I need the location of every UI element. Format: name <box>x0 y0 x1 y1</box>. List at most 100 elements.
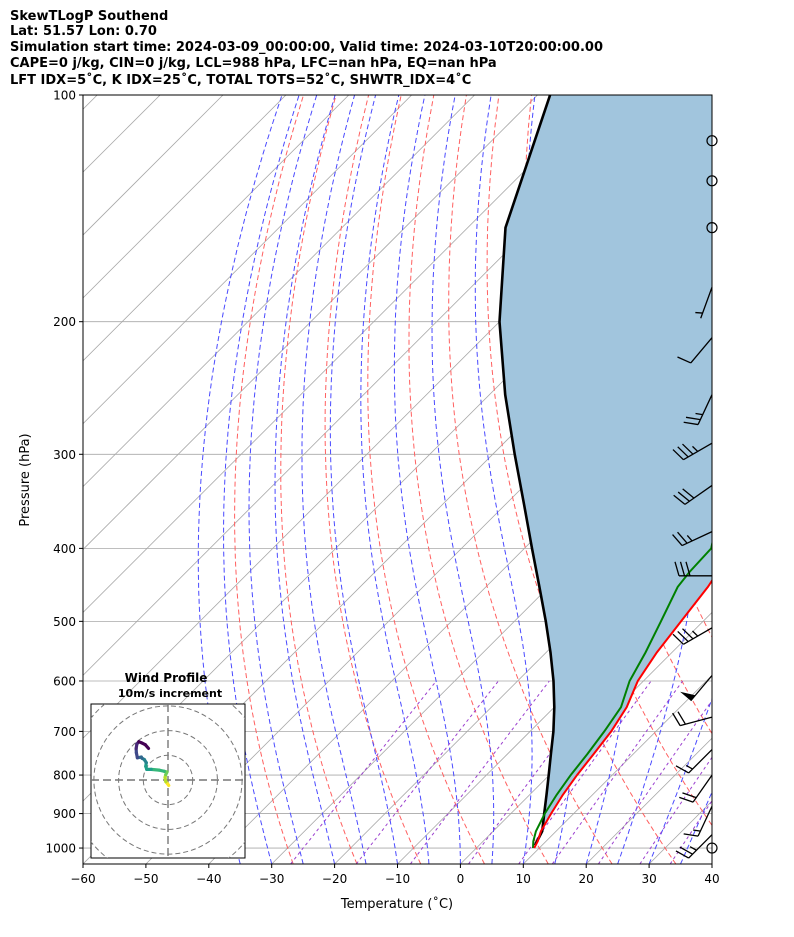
dry-adiabat-line <box>408 95 549 864</box>
barb-full-flag <box>677 356 692 364</box>
wind-barb <box>672 442 713 461</box>
wind-barb <box>680 675 713 702</box>
barb-full-flag <box>677 711 686 725</box>
chart-title-cape: CAPE=0 j/kg, CIN=0 j/kg, LCL=988 hPa, LF… <box>10 56 497 71</box>
calm-wind-circle <box>706 842 718 854</box>
dry-adiabat-line <box>234 95 304 864</box>
isotherm-line <box>83 95 287 299</box>
x-tick-label: −50 <box>133 872 158 886</box>
moist-adiabat-line <box>329 95 398 864</box>
isotherm-line <box>83 95 412 425</box>
mixing-ratio-line <box>518 680 652 864</box>
barb-full-flag <box>679 796 694 803</box>
barb-full-flag <box>675 850 689 859</box>
x-tick-label: 0 <box>457 872 465 886</box>
wind-barb <box>672 531 713 547</box>
barb-pennant <box>680 691 696 701</box>
wind-barb <box>675 834 713 859</box>
y-tick-label: 1000 <box>45 842 76 856</box>
moist-adiabat-line <box>680 790 712 864</box>
x-tick-label: 10 <box>516 872 531 886</box>
x-tick-label: 30 <box>641 872 656 886</box>
wind-barb <box>706 175 718 187</box>
y-axis-label: Pressure (hPa) <box>18 433 33 526</box>
moist-adiabat-line <box>274 95 336 864</box>
barb-full-flag <box>672 633 684 645</box>
barb-full-flag <box>682 792 697 799</box>
barb-full-flag <box>679 846 693 855</box>
dry-adiabat-line <box>727 95 794 864</box>
x-axis-label: Temperature (˚C) <box>340 896 453 912</box>
isotherm-line <box>523 674 712 864</box>
moist-adiabat-line <box>431 95 495 864</box>
x-tick-label: −40 <box>196 872 221 886</box>
moist-adiabat-line <box>648 697 712 864</box>
chart-title-indices: LFT IDX=5˚C, K IDX=25˚C, TOTAL TOTS=52˚C… <box>10 73 472 88</box>
hodograph-plot <box>91 704 245 858</box>
skewt-plot-area <box>83 95 794 864</box>
barb-full-flag <box>675 765 689 774</box>
barb-half-flag <box>685 764 693 770</box>
barb-full-flag <box>683 421 699 426</box>
moist-adiabat-line <box>617 95 699 864</box>
y-tick-label: 200 <box>53 315 76 329</box>
chart-title-location: Lat: 51.57 Lon: 0.70 <box>10 24 157 39</box>
barb-full-flag <box>682 488 695 499</box>
barb-full-flag <box>677 630 689 643</box>
hodograph-inset: Wind Profile 10m/s increment <box>90 671 246 859</box>
barb-half-flag <box>689 846 697 851</box>
barb-full-flag <box>677 531 688 544</box>
isotherm-line <box>775 95 794 864</box>
barb-full-flag <box>683 833 699 837</box>
barb-shaft <box>690 337 713 364</box>
barb-half-flag <box>693 829 701 832</box>
calm-wind-circle <box>706 135 718 147</box>
barb-full-flag <box>677 446 689 458</box>
moist-adiabat-line <box>393 95 461 864</box>
moist-adiabat-line <box>223 95 300 864</box>
y-tick-label: 400 <box>53 542 76 556</box>
barb-shaft <box>700 287 713 319</box>
x-tick-label: −30 <box>259 872 284 886</box>
dry-adiabat-line <box>280 95 358 864</box>
wind-barb <box>706 842 718 854</box>
barb-full-flag <box>672 534 683 546</box>
barb-full-flag <box>682 443 694 455</box>
wind-barb <box>683 394 713 426</box>
y-tick-label: 800 <box>53 769 76 783</box>
y-tick-label: 600 <box>53 674 76 688</box>
barb-full-flag <box>674 561 680 576</box>
dewpoint-line <box>532 539 712 849</box>
wind-barb <box>679 774 713 803</box>
x-tick-label: −60 <box>70 872 95 886</box>
moist-adiabat-line <box>301 95 367 864</box>
isotherm-line <box>83 95 350 362</box>
barb-shaft <box>690 675 713 702</box>
isotherm-line <box>83 95 224 236</box>
isotherm-line <box>711 863 712 864</box>
dry-adiabat-line <box>324 95 422 864</box>
y-tick-label: 900 <box>53 807 76 821</box>
calm-wind-circle <box>706 175 718 187</box>
y-tick-label: 500 <box>53 615 76 629</box>
wind-barb <box>674 561 712 577</box>
x-tick-label: −10 <box>385 872 410 886</box>
barb-full-flag <box>672 712 681 726</box>
mixing-ratio-line <box>290 680 437 864</box>
wind-barb <box>706 135 718 147</box>
barb-half-flag <box>695 412 703 416</box>
barb-full-flag <box>672 449 684 461</box>
isotherm-line <box>83 95 475 488</box>
y-tick-label: 300 <box>53 448 76 462</box>
chart-title-times: Simulation start time: 2024-03-09_00:00:… <box>10 40 603 55</box>
hodograph-subtitle: 10m/s increment <box>118 687 222 700</box>
dry-adiabat-line <box>448 95 613 864</box>
x-tick-label: −20 <box>322 872 347 886</box>
x-tick-label: 20 <box>579 872 594 886</box>
isotherm-line <box>83 95 538 551</box>
mixing-ratio-line <box>409 680 550 864</box>
wind-barb <box>677 337 713 364</box>
dry-adiabat-line <box>367 95 485 864</box>
skewt-axes: −60 −50 −40 −30 −20 −10 0 10 20 30 40 100 200 300 400 5… <box>45 89 719 887</box>
